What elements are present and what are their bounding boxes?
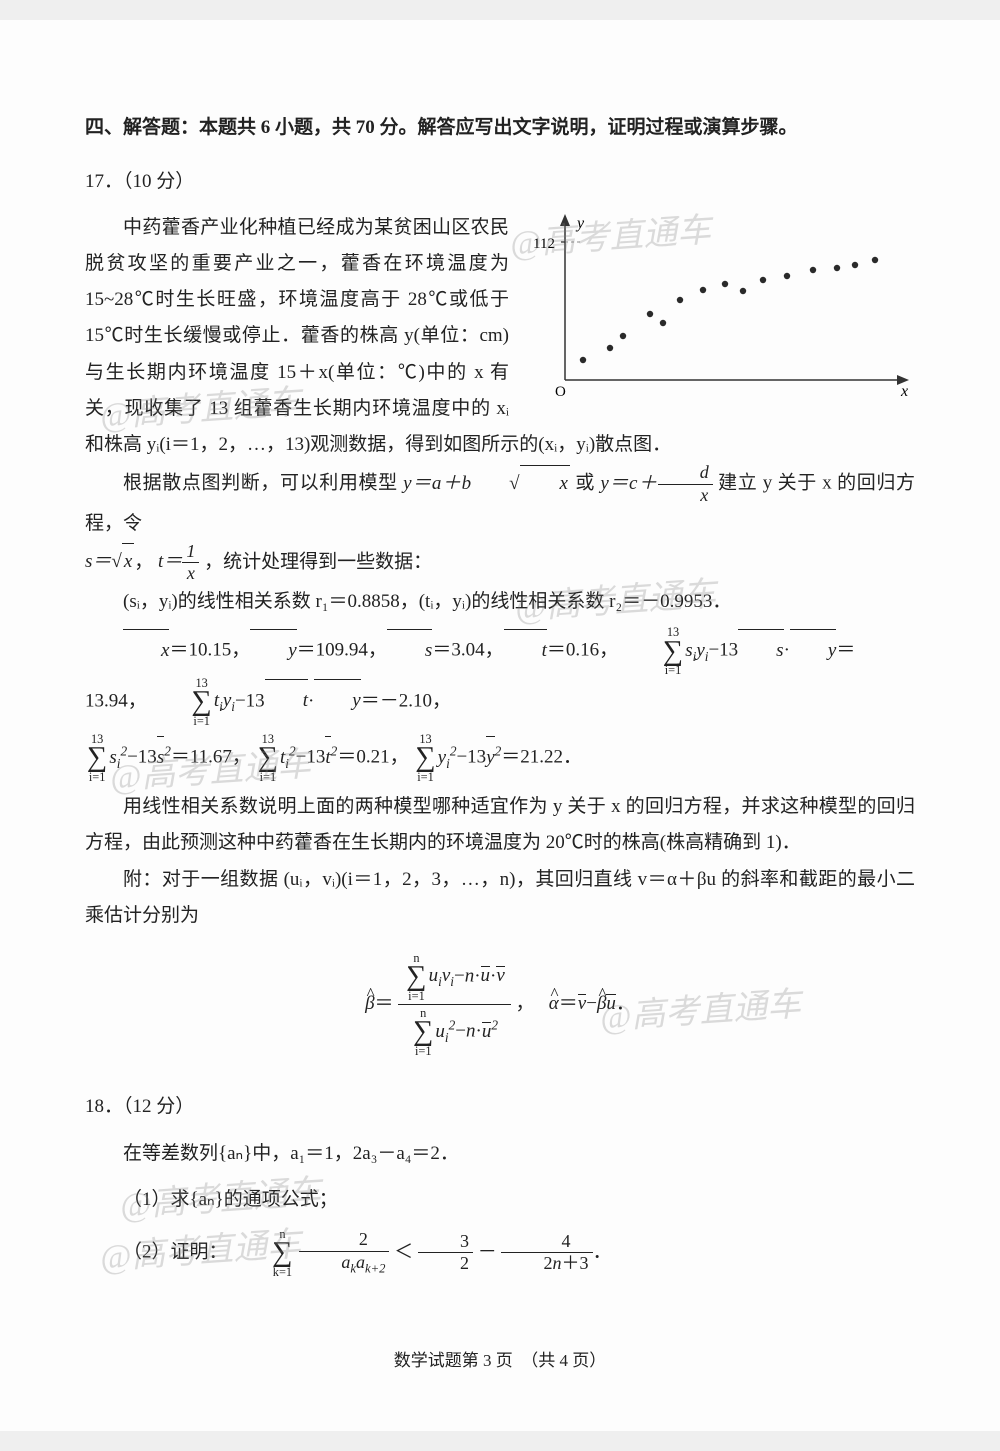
page-footer: 数学试题第 3 页 （共 4 页） bbox=[0, 1345, 1000, 1377]
scatter-point bbox=[620, 333, 626, 339]
q17-paragraph-2: 根据散点图判断，可以利用模型 y＝a＋b√x 或 y＝c＋dx 建立 y 关于 … bbox=[85, 463, 915, 542]
question-18: 18．（12 分） 在等差数列{aₙ}中，a₁＝1，2a₃－a₄＝2． （1）求… bbox=[85, 1089, 915, 1278]
q17-r-line: (sᵢ，yᵢ)的线性相关系数 r₁＝0.8858，(tᵢ，yᵢ)的线性相关系数 … bbox=[85, 584, 915, 620]
q17-formula: β＝ n∑i=1uivi−n·u·v n∑i=1ui2−n·u2 ， α＝v−β… bbox=[85, 950, 915, 1060]
scatter-point bbox=[580, 357, 586, 363]
section-heading: 四、解答题：本题共 6 小题，共 70 分。解答应写出文字说明，证明过程或演算步… bbox=[85, 110, 915, 146]
scatter-points bbox=[580, 257, 878, 363]
model-a: y＝a＋b√x bbox=[403, 473, 570, 494]
q17-let-line: s＝√x， t＝1x ，统计处理得到一些数据： bbox=[85, 542, 915, 585]
q17-stats-line1: x＝10.15，y＝109.94，s＝3.04，t＝0.16， 13∑i=1si… bbox=[85, 626, 915, 727]
scatter-point bbox=[700, 287, 706, 293]
scatter-chart: y x O 112 bbox=[525, 210, 915, 405]
q17-stats-line2: 13∑i=1si2−13s2＝11.67， 13∑i=1ti2−13t2＝0.2… bbox=[85, 733, 915, 783]
exam-page: 四、解答题：本题共 6 小题，共 70 分。解答应写出文字说明，证明过程或演算步… bbox=[0, 20, 1000, 1431]
question-17: 17．（10 分） y x O 112 中药藿香产业化种植已经成为某贫困山区农民… bbox=[85, 164, 915, 1059]
q18-part2: （2）证明： n∑k=1 2akak+2 ＜ 32 － 42n＋3． bbox=[85, 1228, 915, 1278]
x-axis-label: x bbox=[900, 383, 908, 400]
q17-p3-prefix: ，统计处理得到一些数据： bbox=[204, 551, 432, 572]
q17-p2-pre: 根据散点图判断，可以利用模型 bbox=[123, 473, 403, 494]
q17-p2-mid: 或 bbox=[575, 473, 600, 494]
y-axis-label: y bbox=[575, 215, 585, 232]
q17-appendix: 附：对于一组数据 (uᵢ，vᵢ)(i＝1，2，3，…，n)，其回归直线 v＝α＋… bbox=[85, 862, 915, 934]
q18-given: 在等差数列{aₙ}中，a₁＝1，2a₃－a₄＝2． bbox=[85, 1136, 915, 1172]
scatter-point bbox=[852, 262, 858, 268]
scatter-point bbox=[722, 281, 728, 287]
scatter-point bbox=[677, 297, 683, 303]
scatter-svg: y x O 112 bbox=[525, 210, 915, 405]
q17-number-line: 17．（10 分） bbox=[85, 164, 915, 200]
y-axis-arrow bbox=[560, 214, 570, 226]
scatter-point bbox=[872, 257, 878, 263]
scatter-point bbox=[834, 265, 840, 271]
q18-part1: （1）求{aₙ}的通项公式； bbox=[85, 1182, 915, 1218]
scatter-point bbox=[647, 311, 653, 317]
scatter-point bbox=[740, 288, 746, 294]
y-tick-112-label: 112 bbox=[533, 236, 555, 252]
q18-number-line: 18．（12 分） bbox=[85, 1089, 915, 1125]
scatter-point bbox=[810, 267, 816, 273]
scatter-point bbox=[660, 320, 666, 326]
q17-task: 用线性相关系数说明上面的两种模型哪种适宜作为 y 关于 x 的回归方程，并求这种… bbox=[85, 789, 915, 861]
model-b: y＝c＋dx bbox=[600, 473, 712, 494]
scatter-point bbox=[760, 277, 766, 283]
scatter-point bbox=[607, 345, 613, 351]
scatter-point bbox=[784, 273, 790, 279]
origin-label: O bbox=[555, 384, 566, 400]
